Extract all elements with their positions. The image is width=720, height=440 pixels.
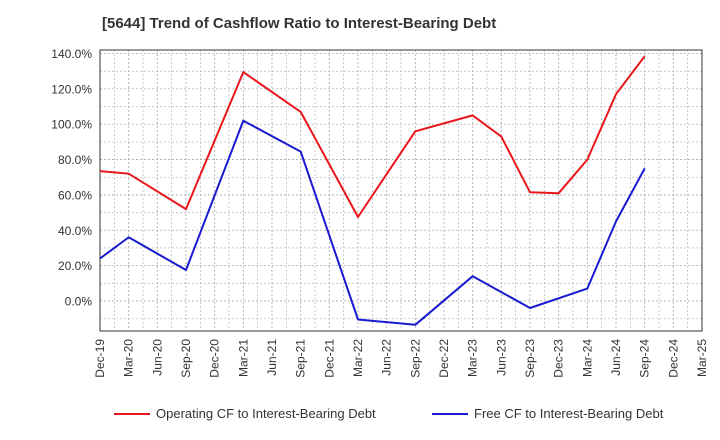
legend-swatch-operating-cf — [114, 412, 150, 415]
y-tick-label: 140.0% — [51, 47, 92, 61]
legend-label-operating-cf: Operating CF to Interest-Bearing Debt — [156, 406, 376, 421]
y-tick-label: 100.0% — [51, 118, 92, 132]
x-tick-label: Sep-20 — [179, 339, 193, 378]
x-tick-label: Dec-23 — [552, 339, 566, 378]
legend-swatch-free-cf — [432, 412, 468, 415]
y-tick-label: 40.0% — [58, 224, 92, 238]
x-tick-label: Mar-25 — [695, 339, 709, 377]
x-tick-label: Jun-20 — [150, 339, 164, 376]
y-tick-label: 120.0% — [51, 82, 92, 96]
legend: Operating CF to Interest-Bearing Debt Fr… — [0, 406, 720, 426]
x-tick-label: Dec-24 — [666, 339, 680, 378]
axes — [99, 49, 703, 332]
x-tick-label: Mar-21 — [236, 339, 250, 377]
x-tick-label: Dec-22 — [437, 339, 451, 378]
operating-cf-line — [99, 55, 646, 218]
x-tick-label: Mar-22 — [351, 339, 365, 377]
x-tick-label: Mar-24 — [580, 339, 594, 377]
legend-label-free-cf: Free CF to Interest-Bearing Debt — [474, 406, 664, 421]
x-tick-label: Mar-23 — [466, 339, 480, 377]
x-tick-label: Sep-22 — [408, 339, 422, 378]
y-tick-label: 60.0% — [58, 188, 92, 202]
chart-title: [5644] Trend of Cashflow Ratio to Intere… — [102, 15, 497, 32]
x-tick-label: Dec-21 — [322, 339, 336, 378]
x-tick-label: Dec-19 — [93, 339, 107, 378]
x-tick-label: Jun-23 — [494, 339, 508, 376]
tick-labels: 0.0% 20.0% 40.0% 60.0% 80.0% 100.0% 120.0% 140.… — [51, 47, 709, 378]
x-tick-label: Mar-20 — [122, 339, 136, 377]
x-tick-label: Dec-20 — [208, 339, 222, 378]
gridlines — [99, 50, 703, 331]
legend-item-operating-cf: Operating CF to Interest-Bearing Debt — [114, 406, 376, 421]
y-tick-label: 20.0% — [58, 259, 92, 273]
x-tick-label: Sep-21 — [294, 339, 308, 378]
legend-item-free-cf: Free CF to Interest-Bearing Debt — [432, 406, 663, 421]
series-lines — [99, 55, 646, 326]
free-cf-line — [99, 119, 646, 326]
plot-frame — [99, 49, 703, 332]
y-tick-label: 80.0% — [58, 153, 92, 167]
x-tick-label: Jun-24 — [609, 339, 623, 376]
x-tick-label: Jun-21 — [265, 339, 279, 376]
x-tick-label: Jun-22 — [380, 339, 394, 376]
x-tick-label: Sep-23 — [523, 339, 537, 378]
y-tick-label: 0.0% — [65, 294, 93, 308]
x-tick-label: Sep-24 — [638, 339, 652, 378]
